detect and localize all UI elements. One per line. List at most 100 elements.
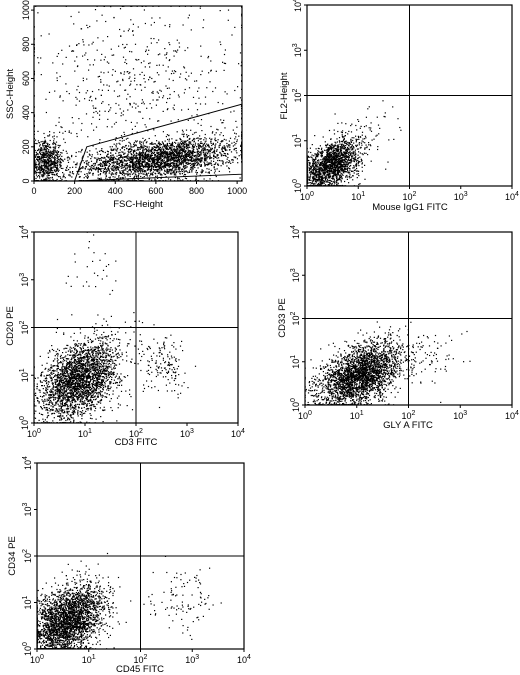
data-point (313, 169, 315, 171)
x-axis-label: FSC-Height (113, 199, 163, 210)
data-point (111, 161, 113, 163)
data-point (344, 152, 346, 154)
data-point (308, 172, 311, 174)
data-point (204, 141, 206, 143)
data-point (89, 154, 91, 156)
data-point (139, 169, 141, 171)
data-point (43, 159, 46, 161)
data-point (142, 153, 144, 155)
data-point (208, 171, 210, 173)
data-point (211, 164, 213, 166)
data-point (200, 55, 202, 57)
data-point (50, 147, 52, 149)
data-point (339, 156, 341, 158)
data-point (346, 155, 348, 157)
data-point (186, 163, 189, 165)
data-point (188, 138, 190, 140)
data-point (361, 144, 363, 146)
data-point (94, 59, 96, 61)
data-point (172, 150, 174, 152)
data-point (148, 137, 150, 140)
data-point (101, 180, 103, 182)
data-point (101, 165, 103, 167)
data-point (168, 145, 170, 147)
data-point (134, 154, 136, 156)
data-point (203, 143, 205, 146)
data-point (167, 151, 169, 153)
data-point (318, 171, 320, 173)
data-point (184, 177, 186, 179)
data-point (169, 169, 171, 171)
data-point (179, 145, 181, 147)
data-point (147, 157, 149, 159)
data-point (198, 144, 201, 146)
data-point (39, 166, 41, 168)
data-point (37, 159, 39, 161)
data-point (210, 169, 212, 171)
data-point (130, 121, 132, 123)
data-point (105, 20, 107, 23)
x-tick-label: 800 (189, 186, 204, 196)
data-point (200, 164, 202, 166)
data-point (178, 171, 180, 173)
data-point (347, 169, 349, 171)
data-point (85, 175, 87, 177)
data-point (136, 165, 138, 167)
data-point (83, 44, 85, 46)
data-point (88, 169, 91, 171)
data-point (141, 164, 143, 166)
data-point (225, 162, 227, 164)
data-point (133, 177, 135, 179)
data-point (210, 69, 212, 71)
data-point (222, 147, 224, 149)
data-point (335, 151, 337, 153)
data-point (42, 144, 44, 146)
data-point (123, 180, 125, 182)
data-point (172, 166, 174, 168)
data-point (127, 171, 129, 173)
data-point (205, 143, 207, 145)
data-point (59, 131, 61, 133)
data-point (166, 151, 168, 153)
data-point (148, 160, 150, 162)
data-point (79, 167, 81, 169)
data-point (41, 175, 43, 177)
data-point (329, 158, 331, 160)
data-point (49, 155, 51, 157)
data-point (183, 161, 185, 163)
data-point (54, 163, 56, 165)
data-point (136, 5, 138, 7)
data-point (214, 134, 216, 136)
data-point (157, 149, 159, 151)
data-point (178, 96, 180, 98)
data-point (147, 167, 149, 169)
data-point (308, 164, 310, 166)
data-point (203, 143, 205, 145)
data-point (338, 171, 340, 173)
data-point (45, 98, 47, 100)
data-point (146, 154, 148, 156)
data-point (150, 155, 153, 157)
data-point (159, 166, 161, 168)
data-point (49, 169, 51, 171)
x-tick-label: 1000 (227, 186, 247, 196)
data-point (124, 146, 126, 148)
data-point (33, 150, 35, 152)
data-point (67, 161, 70, 163)
data-point (222, 146, 224, 148)
data-point (151, 165, 153, 167)
data-point (163, 165, 165, 168)
data-point (221, 147, 223, 149)
data-point (205, 158, 207, 160)
data-point (306, 166, 308, 169)
data-point (47, 135, 49, 137)
data-point (171, 169, 173, 171)
data-point (39, 158, 41, 160)
data-point (204, 165, 206, 167)
data-point (88, 153, 90, 155)
data-point (98, 75, 101, 77)
data-point (190, 5, 192, 7)
data-point (33, 80, 35, 82)
data-point (43, 170, 45, 172)
data-point (156, 140, 158, 142)
